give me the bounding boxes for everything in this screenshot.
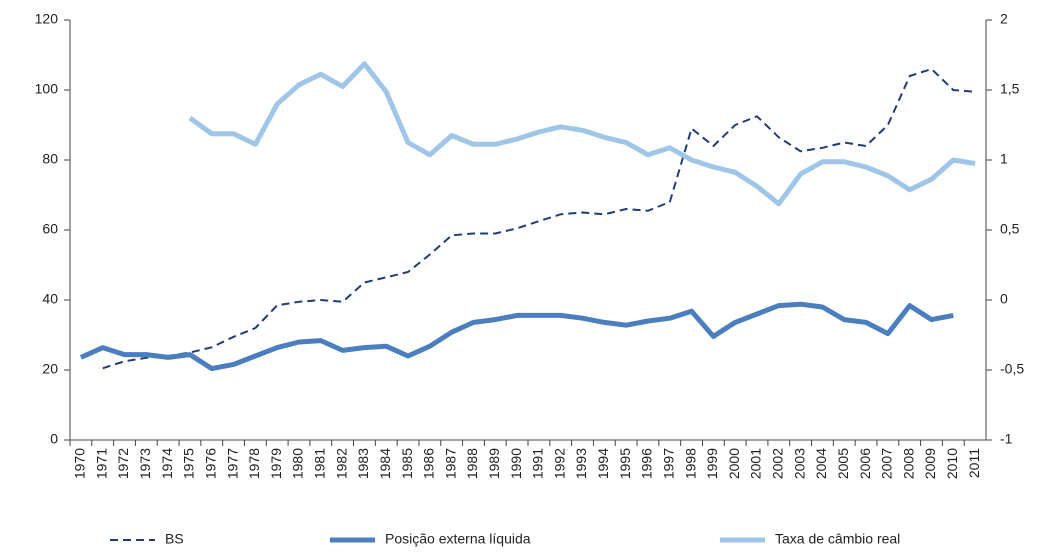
x-tick-label: 1975 (181, 448, 197, 479)
x-tick-label: 1986 (421, 448, 437, 479)
x-tick-label: 1983 (355, 448, 371, 479)
x-tick-label: 1988 (464, 448, 480, 479)
x-tick-label: 2001 (748, 448, 764, 479)
y-tick-label: 0 (50, 431, 58, 447)
x-tick-label: 1984 (377, 448, 393, 479)
y-tick-label: 40 (42, 291, 58, 307)
x-tick-label: 2004 (813, 448, 829, 479)
x-tick-label: 1979 (268, 448, 284, 479)
y-tick-label: 120 (35, 11, 59, 27)
x-tick-label: 1980 (290, 448, 306, 479)
series-line (102, 68, 976, 370)
y2-tick-label: -0,5 (1000, 361, 1024, 377)
y-tick-label: 60 (42, 221, 58, 237)
series-line (79, 301, 954, 372)
x-tick-label: 1978 (246, 448, 262, 479)
x-tick-label: 1994 (595, 448, 611, 479)
x-tick-label: 1997 (660, 448, 676, 479)
x-tick-label: 2010 (944, 448, 960, 479)
y-tick-label: 20 (42, 361, 58, 377)
x-tick-label: 1973 (137, 448, 153, 479)
x-tick-label: 1974 (159, 448, 175, 479)
x-tick-label: 2005 (835, 448, 851, 479)
y-tick-label: 80 (42, 151, 58, 167)
x-tick-label: 1993 (573, 448, 589, 479)
y2-tick-label: 0,5 (1000, 221, 1020, 237)
x-tick-label: 2000 (726, 448, 742, 479)
legend-label: Taxa de câmbio real (775, 531, 900, 547)
x-tick-label: 2007 (879, 448, 895, 479)
y2-tick-label: 2 (1000, 11, 1008, 27)
x-tick-label: 1996 (639, 448, 655, 479)
x-tick-label: 1981 (312, 448, 328, 479)
x-tick-label: 1987 (442, 448, 458, 479)
y2-tick-label: 0 (1000, 291, 1008, 307)
x-tick-label: 1982 (333, 448, 349, 479)
x-tick-label: 1972 (115, 448, 131, 479)
x-tick-label: 1971 (93, 448, 109, 479)
x-tick-label: 1976 (202, 448, 218, 479)
y2-tick-label: 1 (1000, 151, 1008, 167)
legend-label: BS (165, 531, 184, 547)
x-tick-label: 1989 (486, 448, 502, 479)
x-tick-label: 1998 (682, 448, 698, 479)
y2-tick-label: 1,5 (1000, 81, 1020, 97)
x-tick-label: 2011 (966, 448, 982, 478)
x-tick-label: 2009 (922, 448, 938, 479)
x-tick-label: 1985 (399, 448, 415, 479)
series-line (188, 61, 976, 207)
x-tick-label: 2006 (857, 448, 873, 479)
y2-tick-label: -1 (1000, 431, 1013, 447)
x-tick-label: 1992 (551, 448, 567, 479)
x-tick-label: 1991 (530, 448, 546, 479)
x-tick-label: 1977 (224, 448, 240, 479)
x-tick-label: 1970 (72, 448, 88, 479)
x-tick-label: 1995 (617, 448, 633, 479)
legend-label: Posição externa líquida (385, 531, 531, 547)
x-tick-label: 2003 (791, 448, 807, 479)
x-tick-label: 2002 (770, 448, 786, 479)
x-tick-label: 2008 (900, 448, 916, 479)
x-tick-label: 1999 (704, 448, 720, 479)
x-tick-label: 1990 (508, 448, 524, 479)
y-tick-label: 100 (35, 81, 59, 97)
